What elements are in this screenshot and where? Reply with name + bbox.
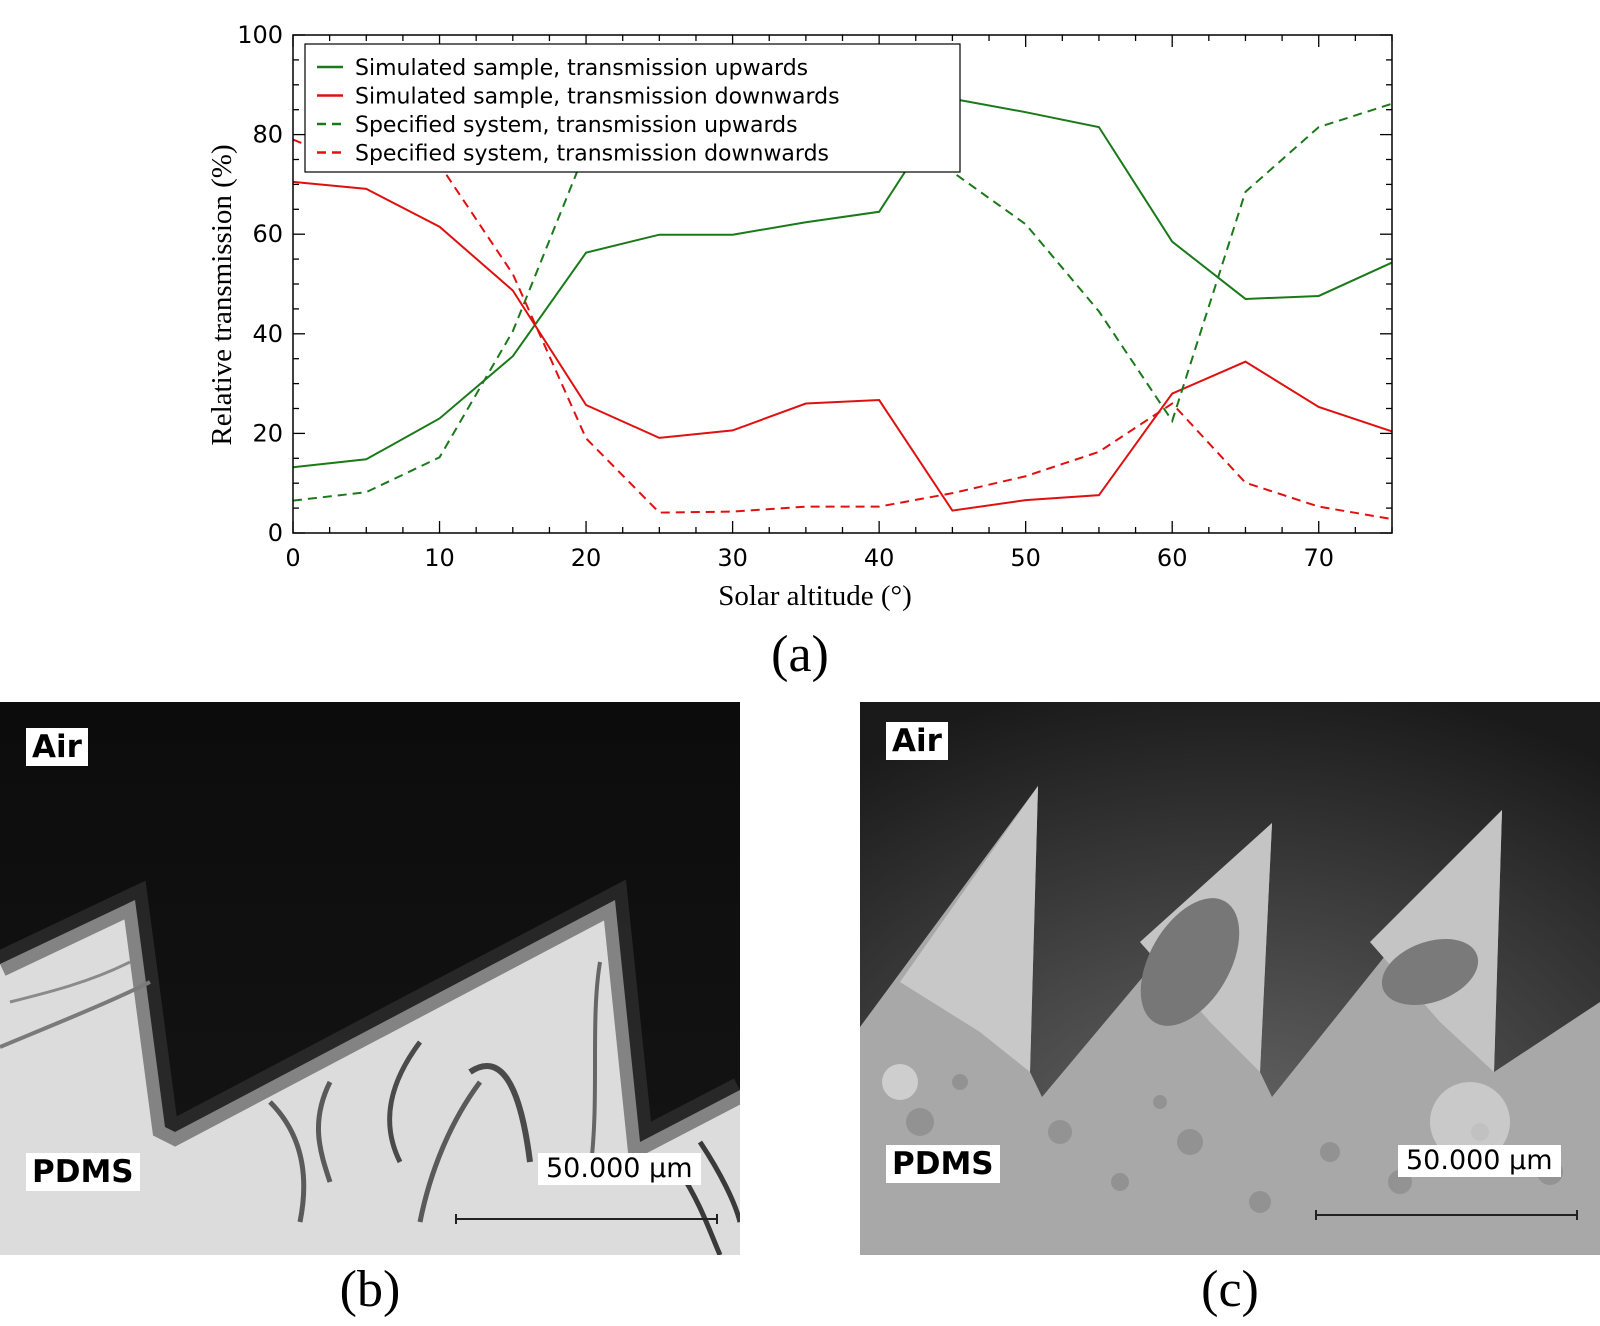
micrograph-c-scale-label: 50.000 µm bbox=[1398, 1145, 1561, 1177]
x-tick-label: 10 bbox=[424, 544, 455, 572]
y-tick-label: 0 bbox=[268, 519, 283, 547]
micrograph-c-scale-bar bbox=[1315, 1214, 1578, 1216]
caption-a: (a) bbox=[771, 626, 829, 683]
micrograph-c-scale-tick-right bbox=[1576, 1210, 1578, 1220]
micrograph-b-scale-tick-right bbox=[716, 1214, 718, 1224]
y-axis-label: Relative transmission (%) bbox=[206, 144, 238, 445]
micrograph-c: Air PDMS 50.000 µm bbox=[860, 702, 1600, 1255]
micrograph-b-scale-bar bbox=[455, 1218, 718, 1220]
caption-b: (b) bbox=[339, 1261, 401, 1318]
x-tick-label: 50 bbox=[1010, 544, 1041, 572]
x-tick-label: 40 bbox=[864, 544, 895, 572]
micrograph-c-scale-tick-left bbox=[1315, 1210, 1317, 1220]
series-line-2 bbox=[292, 180, 1393, 512]
legend-label-3: Specified system, transmission upwards bbox=[355, 113, 798, 138]
series-line-1 bbox=[292, 97, 1393, 469]
axis-ticks: 0 10 20 30 40 50 60 70 0 20 40 60 80 100 bbox=[237, 21, 1393, 572]
legend-label-1: Simulated sample, transmission upwards bbox=[355, 56, 808, 81]
micrograph-b-pdms-label: PDMS bbox=[26, 1153, 140, 1192]
plot-frame bbox=[292, 34, 1393, 534]
y-tick-label: 40 bbox=[252, 320, 283, 348]
y-tick-label: 100 bbox=[237, 21, 283, 49]
transmission-chart: 0 10 20 30 40 50 60 70 0 20 40 60 80 100 Simulated sa… bbox=[206, 21, 1393, 612]
micrograph-c-image bbox=[860, 702, 1600, 1255]
legend-label-2: Simulated sample, transmission downwards bbox=[355, 85, 840, 110]
legend-box bbox=[304, 43, 961, 173]
x-tick-label: 60 bbox=[1157, 544, 1188, 572]
chart-legend: Simulated sample, transmission upwards Si… bbox=[304, 43, 961, 173]
x-tick-label: 30 bbox=[717, 544, 748, 572]
x-tick-label: 0 bbox=[285, 544, 300, 572]
y-tick-label: 60 bbox=[252, 220, 283, 248]
micrograph-c-pdms-label: PDMS bbox=[886, 1145, 1000, 1184]
micrograph-b-scale-label: 50.000 µm bbox=[538, 1153, 701, 1185]
x-tick-label: 70 bbox=[1303, 544, 1334, 572]
micrograph-b-scale-tick-left bbox=[455, 1214, 457, 1224]
caption-c: (c) bbox=[1201, 1261, 1259, 1318]
micrograph-b: Air PDMS 50.000 µm bbox=[0, 702, 740, 1255]
series-line-4 bbox=[292, 138, 1393, 521]
y-tick-label: 20 bbox=[252, 419, 283, 447]
micrograph-c-air-label: Air bbox=[886, 722, 948, 761]
legend-label-4: Specified system, transmission downwards bbox=[355, 142, 829, 167]
micrograph-b-air-label: Air bbox=[26, 728, 88, 767]
y-tick-label: 80 bbox=[252, 121, 283, 149]
x-axis-label: Solar altitude (°) bbox=[718, 580, 912, 612]
x-tick-label: 20 bbox=[571, 544, 602, 572]
